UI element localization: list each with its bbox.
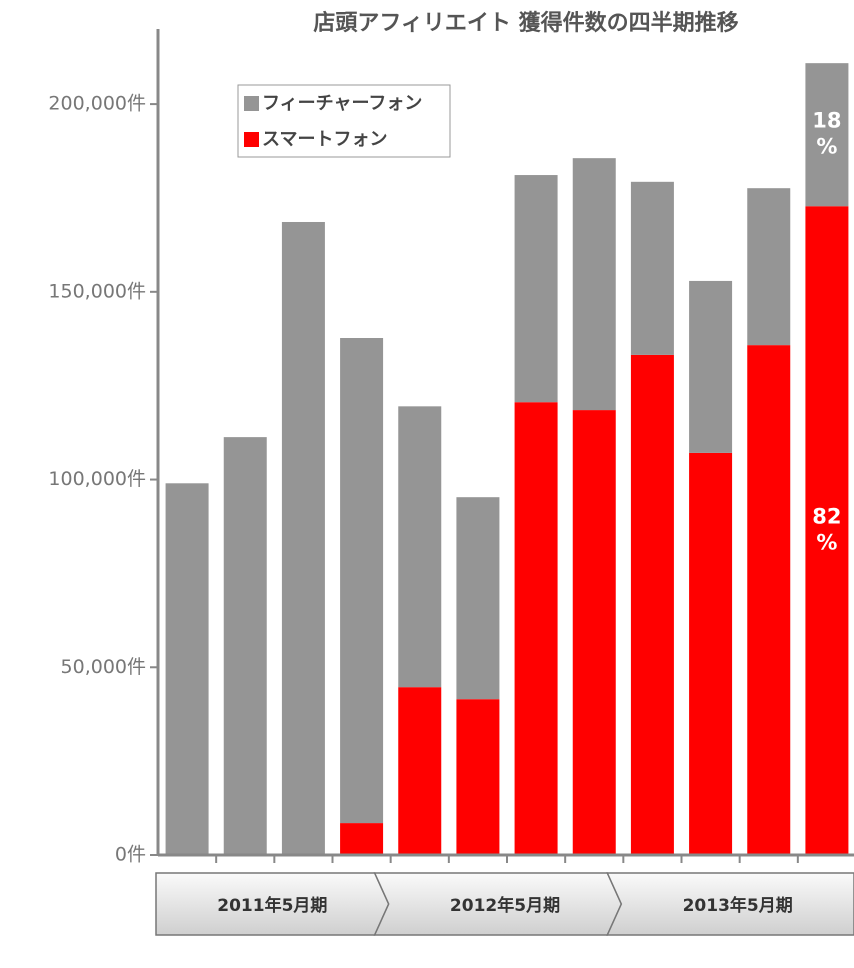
- legend-swatch: [244, 96, 259, 111]
- bar-segment: [514, 175, 558, 403]
- bar-segment: [747, 188, 791, 346]
- y-tick-label: 200,000件: [48, 93, 146, 115]
- y-tick-label: 50,000件: [61, 656, 146, 678]
- annotation: 18: [812, 109, 841, 133]
- bar-segment: [805, 206, 849, 855]
- bar-segment: [572, 410, 616, 855]
- y-tick-label: 150,000件: [48, 280, 146, 302]
- annotation: %: [816, 135, 837, 159]
- bar-segment: [456, 699, 500, 855]
- period-arrow: [606, 872, 854, 936]
- legend-swatch: [244, 132, 259, 147]
- bar-segment: [398, 687, 442, 855]
- period-label: 2013年5月期: [683, 895, 793, 916]
- annotation: %: [816, 531, 837, 555]
- bar-segment: [689, 280, 733, 453]
- bar-segment: [456, 497, 500, 700]
- bar-segment: [398, 406, 442, 688]
- chart-title: 店頭アフィリエイト 獲得件数の四半期推移: [313, 10, 738, 36]
- bar-segment: [281, 221, 325, 855]
- bar-segment: [514, 402, 558, 855]
- annotation: 82: [812, 505, 841, 529]
- bar-segment: [165, 483, 209, 855]
- bar-segment: [747, 345, 791, 855]
- bar-segment: [630, 354, 674, 855]
- bar-segment: [223, 437, 267, 855]
- bar-segment: [805, 63, 849, 207]
- y-tick-label: 0件: [115, 844, 146, 866]
- bar-segment: [572, 158, 616, 411]
- period-label: 2011年5月期: [217, 895, 327, 916]
- y-tick-label: 100,000件: [48, 468, 146, 490]
- bar-segment: [340, 823, 384, 855]
- legend-label: スマートフォン: [262, 129, 387, 150]
- legend-label: フィーチャーフォン: [262, 93, 422, 114]
- period-label: 2012年5月期: [450, 895, 560, 916]
- bar-segment: [689, 452, 733, 855]
- bar-segment: [630, 181, 674, 355]
- bar-segment: [340, 337, 384, 824]
- legend-box: [237, 84, 451, 158]
